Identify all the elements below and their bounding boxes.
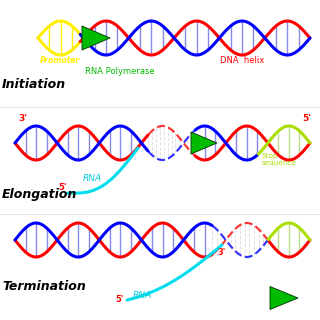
Text: RNA Polymerase: RNA Polymerase (85, 67, 155, 76)
Text: 3': 3' (217, 248, 225, 257)
Text: Initiation: Initiation (2, 78, 66, 91)
Polygon shape (191, 132, 217, 154)
Text: Elongation: Elongation (2, 188, 77, 201)
Text: 3': 3' (18, 114, 27, 123)
Polygon shape (270, 286, 298, 309)
Text: 5': 5' (58, 183, 66, 192)
Text: Stop
sequence: Stop sequence (262, 153, 297, 166)
Text: Promoter: Promoter (40, 56, 80, 65)
Text: RNA: RNA (133, 291, 152, 300)
Text: RNA: RNA (83, 174, 102, 183)
Text: 5': 5' (302, 114, 311, 123)
Text: Termination: Termination (2, 280, 86, 293)
Text: 5': 5' (115, 295, 124, 304)
Polygon shape (82, 26, 110, 50)
Text: DNA  helix: DNA helix (220, 56, 264, 65)
